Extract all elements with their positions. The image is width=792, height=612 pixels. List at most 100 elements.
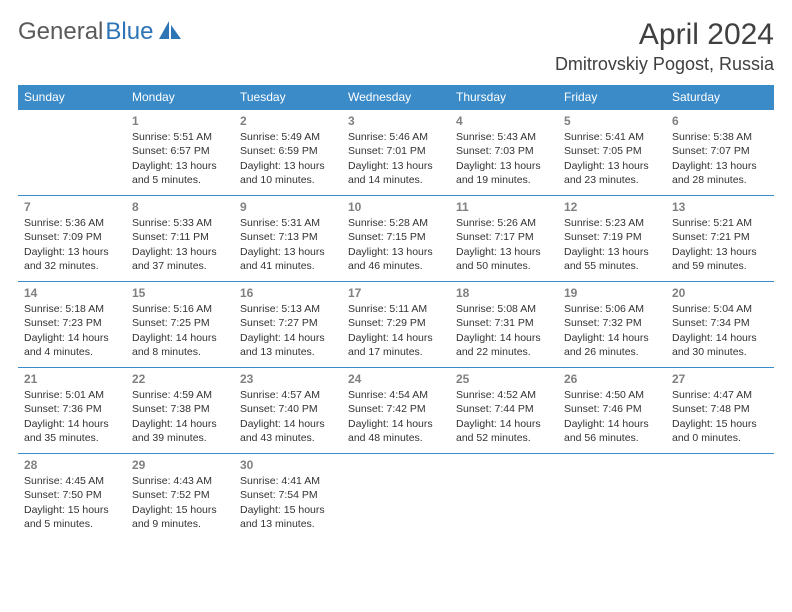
sunset-text: Sunset: 7:17 PM [456,230,552,244]
sunset-text: Sunset: 7:05 PM [564,144,660,158]
weekday-header: Thursday [450,85,558,110]
weekday-header: Tuesday [234,85,342,110]
weekday-header: Wednesday [342,85,450,110]
brand-logo: GeneralBlue [18,18,183,46]
daylight-text: Daylight: 13 hours [240,245,336,259]
daylight-text: Daylight: 15 hours [132,503,228,517]
daylight-text: and 50 minutes. [456,259,552,273]
sunrise-text: Sunrise: 5:41 AM [564,130,660,144]
sunset-text: Sunset: 7:29 PM [348,316,444,330]
sunrise-text: Sunrise: 4:59 AM [132,388,228,402]
day-number: 3 [348,113,444,129]
calendar-day-cell: 19Sunrise: 5:06 AMSunset: 7:32 PMDayligh… [558,282,666,368]
day-number: 22 [132,371,228,387]
month-title: April 2024 [555,18,774,52]
day-number: 2 [240,113,336,129]
daylight-text: Daylight: 13 hours [132,159,228,173]
daylight-text: Daylight: 14 hours [24,417,120,431]
daylight-text: and 35 minutes. [24,431,120,445]
daylight-text: Daylight: 14 hours [24,331,120,345]
calendar-table: Sunday Monday Tuesday Wednesday Thursday… [18,85,774,540]
weekday-header: Friday [558,85,666,110]
daylight-text: and 13 minutes. [240,517,336,531]
sunset-text: Sunset: 7:01 PM [348,144,444,158]
weekday-header: Monday [126,85,234,110]
day-number: 7 [24,199,120,215]
sunset-text: Sunset: 7:50 PM [24,488,120,502]
day-number: 15 [132,285,228,301]
calendar-day-cell: 17Sunrise: 5:11 AMSunset: 7:29 PMDayligh… [342,282,450,368]
calendar-week-row: 1Sunrise: 5:51 AMSunset: 6:57 PMDaylight… [18,110,774,196]
sunrise-text: Sunrise: 5:06 AM [564,302,660,316]
day-number: 5 [564,113,660,129]
daylight-text: Daylight: 13 hours [456,159,552,173]
daylight-text: Daylight: 14 hours [348,417,444,431]
day-number: 21 [24,371,120,387]
daylight-text: and 55 minutes. [564,259,660,273]
sunrise-text: Sunrise: 5:11 AM [348,302,444,316]
calendar-day-cell: 8Sunrise: 5:33 AMSunset: 7:11 PMDaylight… [126,196,234,282]
day-number: 23 [240,371,336,387]
sunrise-text: Sunrise: 5:36 AM [24,216,120,230]
sunset-text: Sunset: 7:27 PM [240,316,336,330]
daylight-text: Daylight: 14 hours [348,331,444,345]
calendar-day-cell: 13Sunrise: 5:21 AMSunset: 7:21 PMDayligh… [666,196,774,282]
day-number: 9 [240,199,336,215]
calendar-day-cell: 23Sunrise: 4:57 AMSunset: 7:40 PMDayligh… [234,368,342,454]
daylight-text: Daylight: 14 hours [240,331,336,345]
daylight-text: and 23 minutes. [564,173,660,187]
daylight-text: and 10 minutes. [240,173,336,187]
sunrise-text: Sunrise: 5:33 AM [132,216,228,230]
sunrise-text: Sunrise: 5:43 AM [456,130,552,144]
daylight-text: and 14 minutes. [348,173,444,187]
sunrise-text: Sunrise: 5:51 AM [132,130,228,144]
daylight-text: and 32 minutes. [24,259,120,273]
sunrise-text: Sunrise: 5:21 AM [672,216,768,230]
daylight-text: and 46 minutes. [348,259,444,273]
daylight-text: Daylight: 13 hours [564,245,660,259]
sunset-text: Sunset: 6:59 PM [240,144,336,158]
daylight-text: Daylight: 14 hours [132,331,228,345]
sunrise-text: Sunrise: 4:57 AM [240,388,336,402]
day-number: 13 [672,199,768,215]
day-number: 11 [456,199,552,215]
day-number: 25 [456,371,552,387]
daylight-text: Daylight: 14 hours [456,331,552,345]
sunrise-text: Sunrise: 5:04 AM [672,302,768,316]
day-number: 30 [240,457,336,473]
sunrise-text: Sunrise: 4:47 AM [672,388,768,402]
day-number: 12 [564,199,660,215]
sunrise-text: Sunrise: 5:31 AM [240,216,336,230]
calendar-day-cell: 12Sunrise: 5:23 AMSunset: 7:19 PMDayligh… [558,196,666,282]
daylight-text: and 5 minutes. [132,173,228,187]
sunrise-text: Sunrise: 5:38 AM [672,130,768,144]
daylight-text: Daylight: 14 hours [456,417,552,431]
sunrise-text: Sunrise: 4:41 AM [240,474,336,488]
weekday-header: Saturday [666,85,774,110]
day-number: 14 [24,285,120,301]
daylight-text: Daylight: 13 hours [240,159,336,173]
day-number: 17 [348,285,444,301]
calendar-day-cell: 11Sunrise: 5:26 AMSunset: 7:17 PMDayligh… [450,196,558,282]
sunrise-text: Sunrise: 5:08 AM [456,302,552,316]
daylight-text: Daylight: 13 hours [24,245,120,259]
day-number: 18 [456,285,552,301]
calendar-day-cell: 1Sunrise: 5:51 AMSunset: 6:57 PMDaylight… [126,110,234,196]
calendar-day-cell: 24Sunrise: 4:54 AMSunset: 7:42 PMDayligh… [342,368,450,454]
daylight-text: and 52 minutes. [456,431,552,445]
day-number: 1 [132,113,228,129]
calendar-week-row: 21Sunrise: 5:01 AMSunset: 7:36 PMDayligh… [18,368,774,454]
calendar-day-cell: 29Sunrise: 4:43 AMSunset: 7:52 PMDayligh… [126,454,234,540]
brand-part2: Blue [105,18,153,46]
sunrise-text: Sunrise: 5:13 AM [240,302,336,316]
sunrise-text: Sunrise: 5:23 AM [564,216,660,230]
sunset-text: Sunset: 7:03 PM [456,144,552,158]
sunset-text: Sunset: 7:13 PM [240,230,336,244]
sunset-text: Sunset: 7:31 PM [456,316,552,330]
sunset-text: Sunset: 7:07 PM [672,144,768,158]
sunset-text: Sunset: 7:21 PM [672,230,768,244]
sunset-text: Sunset: 7:46 PM [564,402,660,416]
daylight-text: and 37 minutes. [132,259,228,273]
calendar-day-cell: 9Sunrise: 5:31 AMSunset: 7:13 PMDaylight… [234,196,342,282]
sunrise-text: Sunrise: 5:01 AM [24,388,120,402]
